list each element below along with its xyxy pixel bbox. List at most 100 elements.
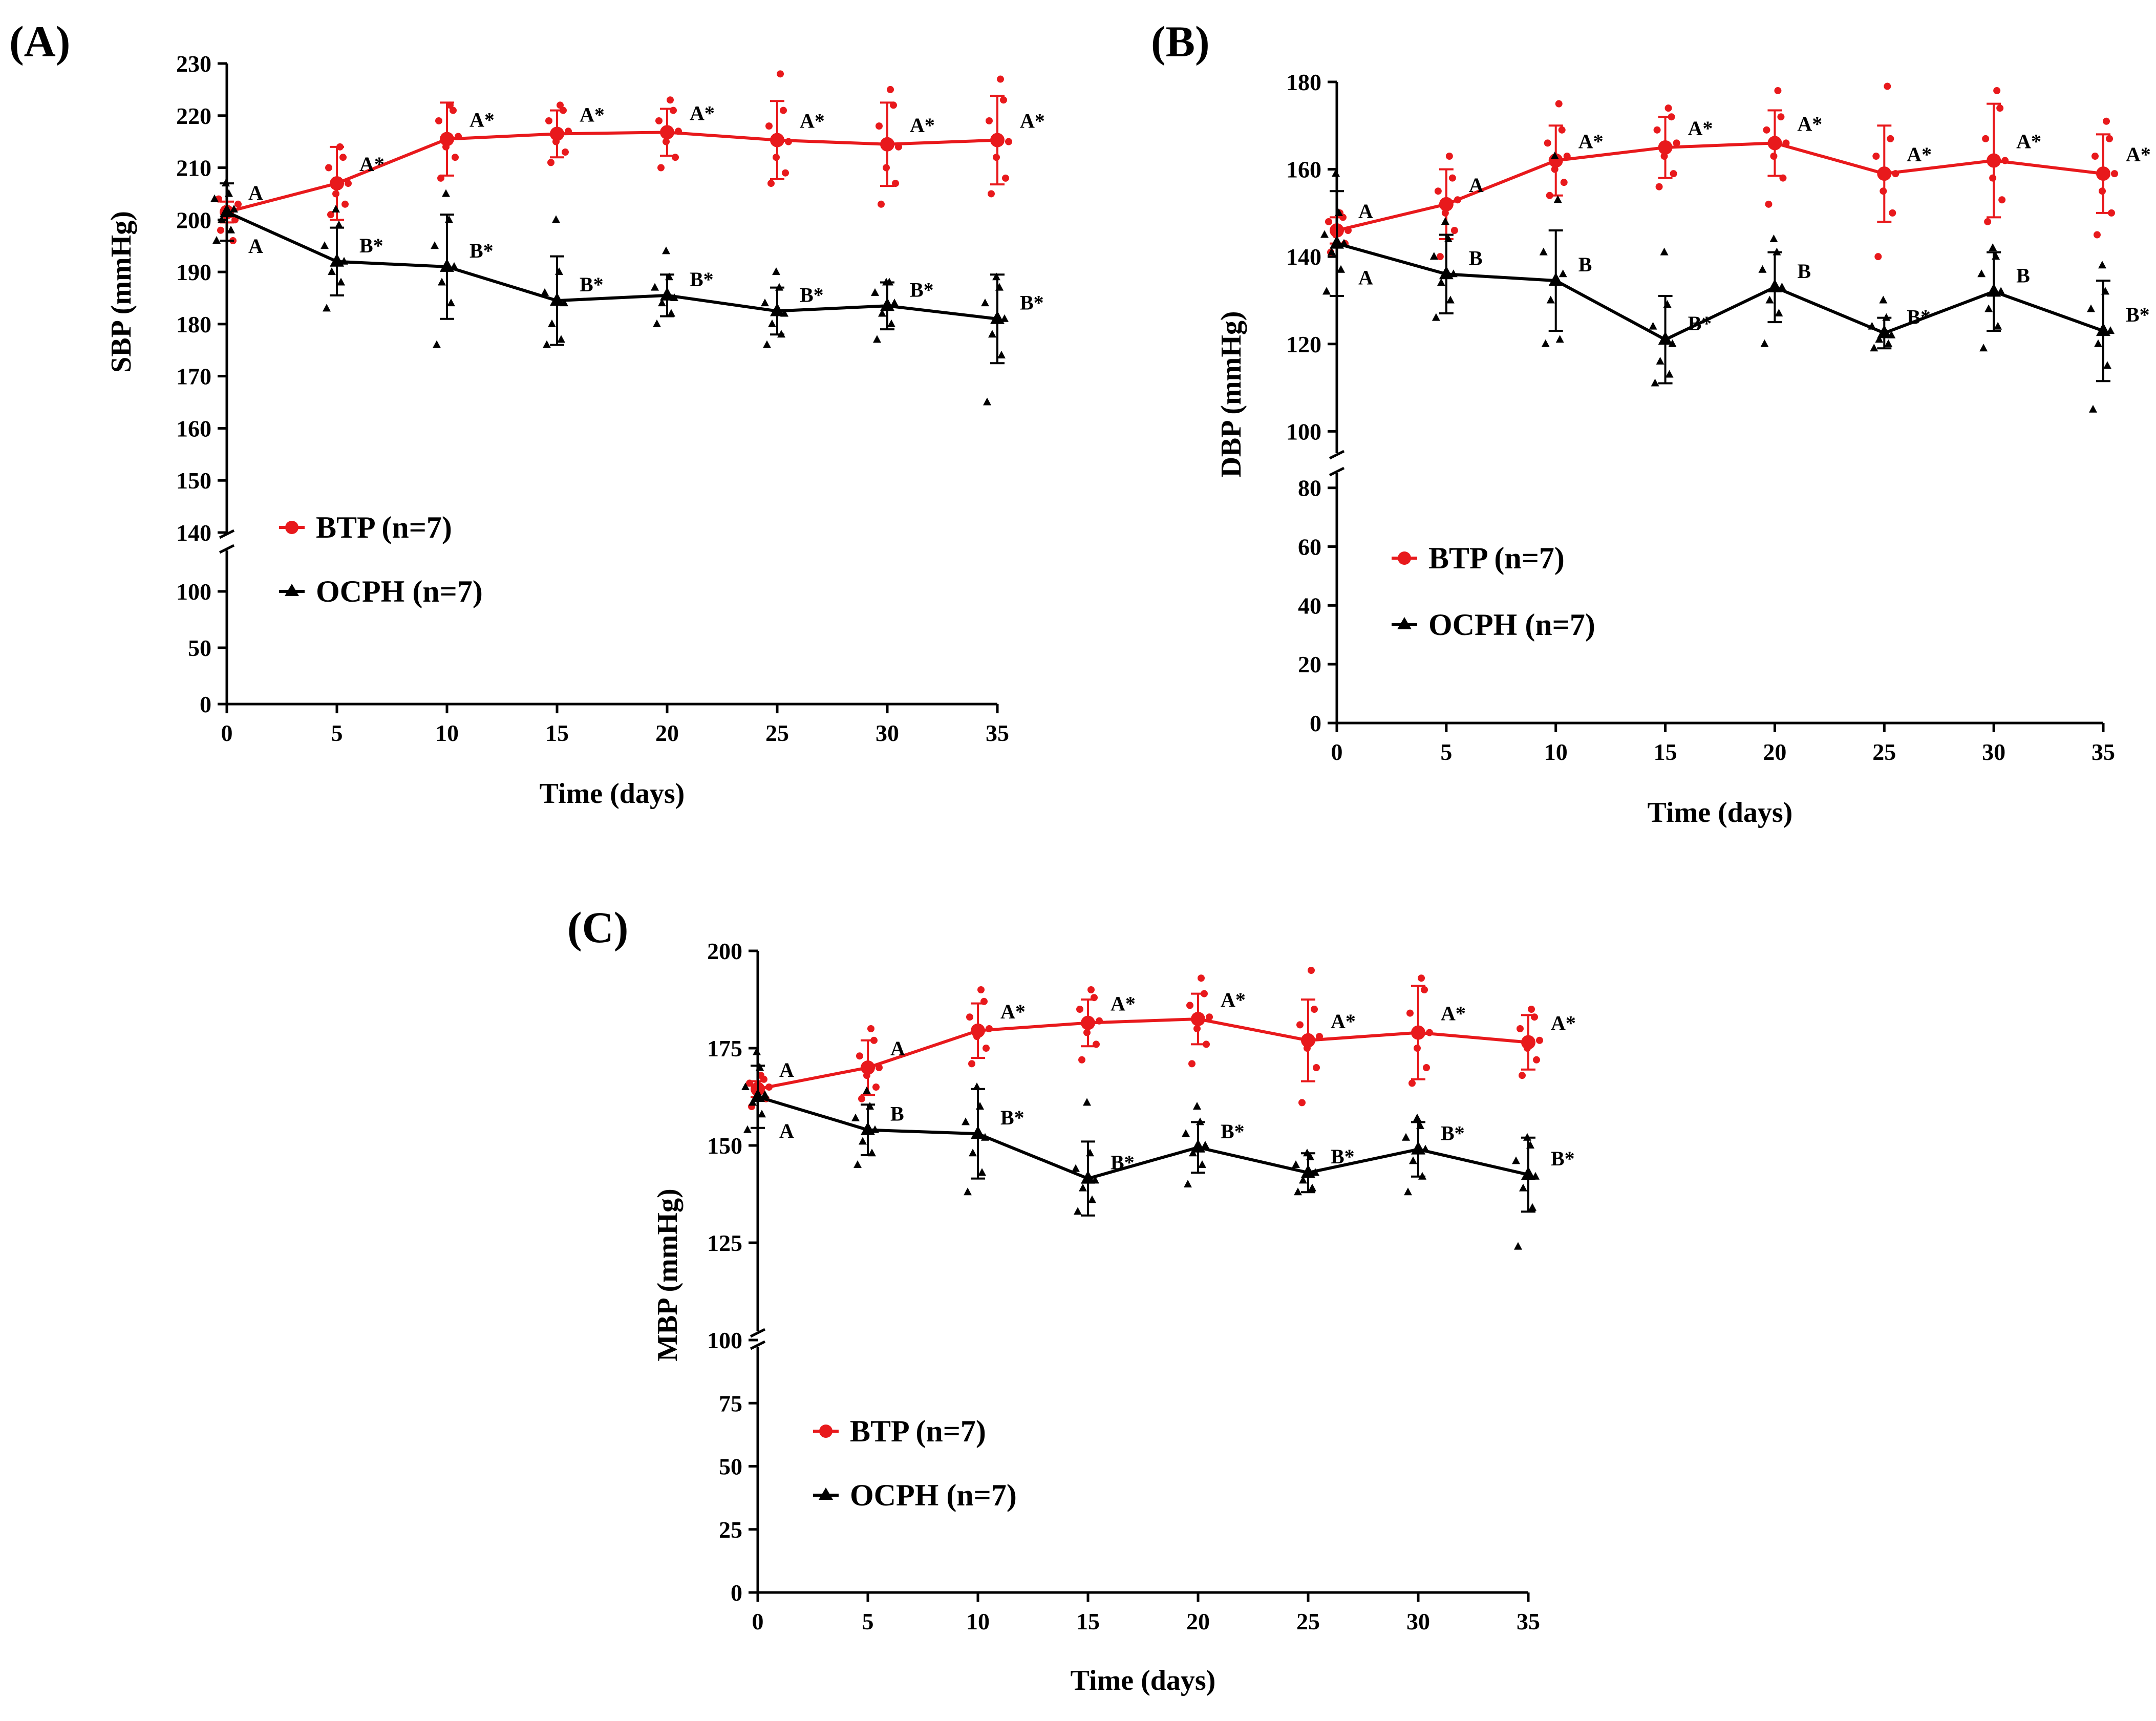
individual-data-point (1325, 218, 1332, 225)
y-tick-label: 25 (719, 1517, 742, 1543)
mean-marker (971, 1125, 985, 1139)
individual-data-point (658, 299, 666, 307)
significance-label: A* (1551, 1012, 1576, 1035)
individual-data-point (887, 86, 894, 93)
individual-data-point (1418, 974, 1425, 982)
x-tick-label: 10 (435, 720, 459, 746)
x-tick-label: 5 (1440, 739, 1452, 765)
series-btp: A A A* A* A* A* A* A* BTP (n=7) (746, 967, 1576, 1448)
individual-data-point (557, 101, 564, 109)
mean-marker (770, 303, 784, 316)
y-axis-title: DBP (mmHg) (1215, 311, 1247, 477)
axis-break-mark (219, 529, 235, 539)
individual-data-point (997, 350, 1006, 358)
legend-marker (1397, 617, 1412, 629)
individual-data-point (988, 190, 995, 198)
significance-label: A* (2126, 143, 2151, 166)
individual-data-point (977, 986, 985, 993)
individual-data-point (1296, 1021, 1304, 1029)
individual-data-point (1083, 1098, 1091, 1106)
individual-data-point (768, 319, 776, 327)
individual-data-point (1432, 313, 1440, 321)
individual-data-point (978, 1168, 986, 1176)
panel-label: (A) (9, 17, 70, 66)
individual-data-point (1402, 1133, 1410, 1141)
individual-data-point (1872, 153, 1880, 160)
y-tick-label: 20 (1298, 651, 1321, 677)
individual-data-point (1989, 243, 1997, 251)
mean-marker (770, 133, 784, 147)
individual-data-point (667, 309, 675, 317)
individual-data-point (1332, 169, 1340, 177)
individual-data-point (1203, 1040, 1210, 1048)
individual-data-point (1553, 195, 1562, 203)
individual-data-point (2106, 135, 2113, 142)
individual-data-point (1875, 335, 1884, 343)
mean-marker (1521, 1166, 1535, 1180)
y-tick-label: 40 (1298, 592, 1321, 619)
mean-marker (1521, 1035, 1535, 1050)
individual-data-point (1188, 1060, 1196, 1068)
mean-marker (1301, 1164, 1315, 1178)
individual-data-point (442, 189, 450, 197)
individual-data-point (1294, 1187, 1302, 1196)
individual-data-point (450, 107, 457, 114)
individual-data-point (1514, 1242, 1522, 1250)
individual-data-point (1002, 174, 1009, 182)
axis-break-mark (1329, 466, 1345, 477)
individual-data-point (1528, 1006, 1535, 1013)
individual-data-point (1079, 1183, 1087, 1192)
significance-label: B* (580, 273, 604, 296)
individual-data-point (1074, 1207, 1082, 1215)
significance-label: A* (580, 103, 605, 126)
individual-data-point (1337, 265, 1345, 273)
series-mean-line (226, 210, 998, 321)
mean-marker (1548, 272, 1563, 286)
legend-marker (1398, 551, 1411, 565)
individual-data-point (1201, 1141, 1209, 1149)
individual-data-point (657, 164, 665, 172)
individual-data-point (651, 283, 659, 291)
panel-c-mbp-chart: (C) 0 25 50 75 100 125 150 175 200 0 5 10 15 20 25 30 35 T… (567, 903, 1576, 1696)
individual-data-point (1550, 152, 1559, 159)
significance-label: A* (690, 101, 715, 124)
individual-data-point (2103, 361, 2111, 369)
x-axis-title: Time (days) (1071, 1665, 1216, 1696)
individual-data-point (667, 96, 674, 104)
individual-data-point (562, 148, 569, 156)
individual-data-point (1765, 200, 1773, 208)
y-tick-label: 120 (1286, 331, 1321, 357)
individual-data-point (1546, 295, 1555, 304)
y-tick-label: 50 (188, 635, 211, 661)
individual-data-point (873, 335, 881, 343)
legend-marker (819, 1488, 833, 1500)
y-axis-title: SBP (mmHg) (105, 211, 137, 373)
y-tick-label: 50 (719, 1454, 742, 1480)
x-tick-label: 10 (966, 1608, 990, 1634)
individual-data-point (1517, 1025, 1524, 1032)
axis-break-mark (1329, 450, 1345, 460)
individual-data-point (1998, 196, 2006, 204)
individual-data-point (327, 211, 334, 219)
individual-data-point (1528, 1203, 1536, 1211)
individual-data-point (1429, 252, 1438, 260)
individual-data-point (1558, 126, 1566, 134)
x-tick-label: 30 (876, 720, 899, 746)
individual-data-point (452, 154, 459, 161)
individual-data-point (1299, 1176, 1307, 1184)
significance-label: B (1578, 253, 1592, 276)
legend-marker (285, 521, 298, 534)
individual-data-point (1448, 174, 1456, 182)
mean-marker (751, 1089, 765, 1102)
significance-label: A* (800, 110, 825, 133)
individual-data-point (662, 246, 670, 254)
x-tick-label: 30 (1982, 739, 2005, 765)
individual-data-point (876, 122, 883, 130)
individual-data-point (1765, 295, 1774, 304)
mean-marker (1987, 283, 2001, 297)
individual-data-point (2108, 209, 2115, 217)
individual-data-point (1884, 339, 1893, 347)
significance-label: A* (1688, 117, 1713, 140)
individual-data-point (1889, 209, 1896, 217)
individual-data-point (1519, 1183, 1527, 1192)
